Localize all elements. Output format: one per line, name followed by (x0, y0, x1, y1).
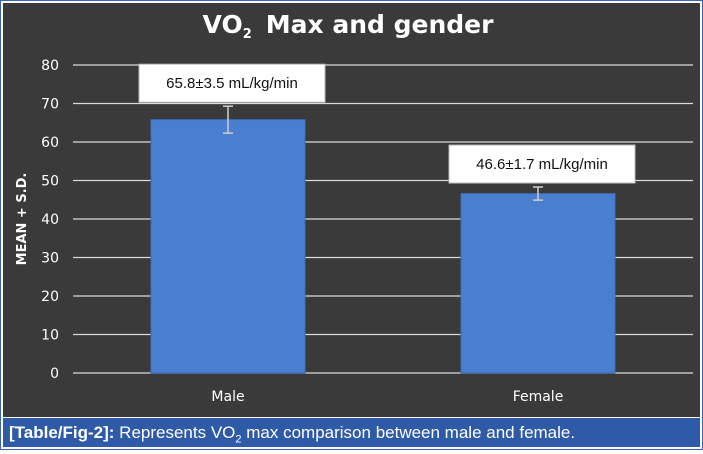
data-label-box (138, 63, 326, 103)
data-labels: 65.8±3.5 mL/kg/min 46.6±1.7 mL/kg/min (138, 63, 636, 184)
y-tick-label: 80 (41, 58, 59, 74)
x-tick-label: Male (211, 389, 244, 405)
data-label: 46.6±1.7 mL/kg/min (476, 156, 608, 173)
y-tick-label: 0 (50, 366, 59, 382)
bar (460, 193, 616, 374)
y-tick-labels: 0 10 20 30 40 50 60 70 80 (41, 58, 59, 382)
y-tick-label: 70 (41, 97, 59, 113)
x-tick-labels: Male Female (211, 389, 563, 405)
caption-text: Represents VO (114, 423, 236, 442)
x-tick-label: Female (513, 389, 564, 405)
error-bars (223, 105, 543, 201)
data-label-box (448, 144, 636, 184)
y-axis-label-text: MEAN + S.D. (15, 173, 30, 266)
y-tick-label: 40 (41, 212, 59, 228)
caption-label: [Table/Fig-2]: (9, 423, 115, 442)
caption-subscript: 2 (235, 433, 242, 446)
caption-text-rest: max comparison between male and female. (241, 423, 576, 442)
chart-title-text: VO2 Max and gender (203, 10, 495, 42)
y-tick-label: 10 (41, 328, 59, 344)
figure-caption: [Table/Fig-2]: Represents VO2 max compar… (3, 418, 700, 447)
data-label: 65.8±3.5 mL/kg/min (166, 75, 298, 92)
bars (150, 119, 616, 374)
chart-title: VO2 Max and gender (203, 10, 495, 42)
bar (150, 119, 306, 374)
y-tick-label: 30 (41, 251, 59, 267)
y-tick-label: 20 (41, 289, 59, 305)
bar-chart: VO2 Max and gender 0 10 20 30 40 50 60 70 80 MEAN… (15, 10, 693, 405)
y-tick-label: 60 (41, 135, 59, 151)
chart-area: VO2 Max and gender 0 10 20 30 40 50 60 70 80 MEAN… (3, 3, 700, 417)
y-axis-label: MEAN + S.D. (15, 173, 30, 266)
y-tick-label: 50 (41, 174, 59, 190)
